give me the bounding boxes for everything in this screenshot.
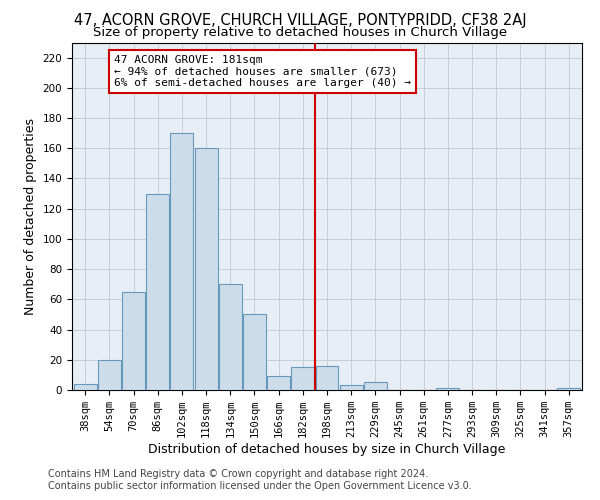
- Bar: [243, 314, 266, 390]
- Bar: [194, 148, 218, 390]
- Bar: [219, 284, 242, 390]
- Bar: [146, 194, 169, 390]
- Text: Size of property relative to detached houses in Church Village: Size of property relative to detached ho…: [93, 26, 507, 39]
- Bar: [340, 386, 362, 390]
- Y-axis label: Number of detached properties: Number of detached properties: [24, 118, 37, 315]
- Bar: [557, 388, 580, 390]
- Text: Contains HM Land Registry data © Crown copyright and database right 2024.
Contai: Contains HM Land Registry data © Crown c…: [48, 470, 472, 491]
- Bar: [74, 384, 97, 390]
- Text: 47, ACORN GROVE, CHURCH VILLAGE, PONTYPRIDD, CF38 2AJ: 47, ACORN GROVE, CHURCH VILLAGE, PONTYPR…: [74, 12, 526, 28]
- X-axis label: Distribution of detached houses by size in Church Village: Distribution of detached houses by size …: [148, 443, 506, 456]
- Bar: [316, 366, 338, 390]
- Bar: [436, 388, 460, 390]
- Bar: [292, 368, 314, 390]
- Bar: [267, 376, 290, 390]
- Bar: [170, 133, 193, 390]
- Bar: [364, 382, 387, 390]
- Bar: [122, 292, 145, 390]
- Bar: [98, 360, 121, 390]
- Text: 47 ACORN GROVE: 181sqm
← 94% of detached houses are smaller (673)
6% of semi-det: 47 ACORN GROVE: 181sqm ← 94% of detached…: [114, 54, 411, 88]
